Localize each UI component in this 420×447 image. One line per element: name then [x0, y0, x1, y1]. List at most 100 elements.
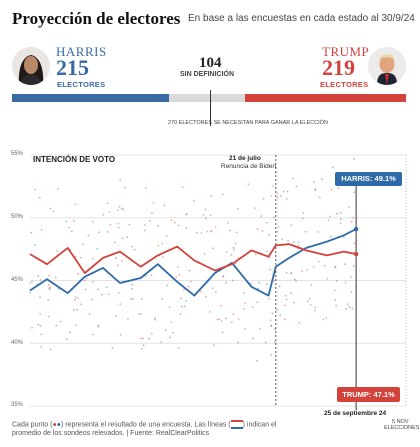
poll-dot: [34, 188, 36, 191]
poll-dot: [188, 269, 191, 272]
poll-dot: [49, 207, 52, 210]
trump-electors-label: ELECTORES: [320, 80, 369, 89]
poll-dot: [39, 296, 41, 299]
poll-dot: [320, 178, 323, 181]
poll-dot: [353, 157, 356, 160]
poll-dot: [344, 263, 346, 265]
poll-dot: [269, 268, 272, 271]
poll-dot: [91, 257, 94, 260]
poll-dot: [72, 308, 75, 311]
poll-dot: [314, 188, 317, 191]
poll-dot: [220, 320, 223, 322]
poll-dot: [256, 227, 259, 230]
poll-dot: [189, 280, 192, 283]
poll-dot: [39, 325, 42, 328]
poll-dot: [337, 187, 340, 190]
poll-dot: [222, 275, 224, 278]
end-date-label: 25 de septiembre 24: [324, 410, 387, 417]
poll-dot: [218, 318, 220, 321]
poll-dot: [74, 296, 77, 298]
poll-dot: [256, 301, 259, 304]
poll-dot: [350, 290, 353, 293]
poll-dot: [276, 192, 279, 195]
poll-dot: [243, 307, 246, 310]
poll-dot: [290, 272, 293, 275]
poll-dot: [199, 290, 202, 293]
poll-dot: [290, 224, 293, 227]
poll-dot: [244, 328, 247, 330]
poll-dot: [330, 188, 333, 191]
harris-avatar: [12, 47, 50, 85]
poll-dot: [211, 287, 214, 290]
poll-dot: [237, 207, 239, 210]
undecided-label: SIN DEFINICIÓN: [180, 71, 235, 78]
poll-dot: [119, 303, 122, 305]
poll-dot: [270, 353, 273, 356]
poll-dot: [277, 226, 280, 228]
undecided-votes: 104: [199, 55, 222, 71]
poll-dot: [48, 274, 51, 277]
poll-dot: [293, 301, 296, 304]
trump-name: TRUMP: [322, 44, 370, 59]
poll-dot: [202, 213, 205, 216]
poll-dot: [230, 254, 233, 256]
poll-dot: [221, 331, 224, 334]
poll-dot: [276, 230, 279, 233]
poll-dot: [313, 180, 315, 183]
footer-note: Cada punto (●●) representa el resultado …: [12, 420, 277, 438]
poll-dot: [206, 230, 209, 233]
poll-dot: [98, 231, 100, 234]
y-tick-label: 50%: [11, 214, 24, 220]
poll-dot: [157, 224, 159, 227]
poll-dot: [140, 313, 142, 316]
lines-icon: [230, 420, 243, 429]
poll-dot: [276, 308, 278, 311]
poll-dot: [286, 190, 289, 193]
poll-dot: [187, 285, 190, 288]
poll-dot: [70, 230, 73, 233]
poll-dot: [210, 230, 213, 233]
poll-dot: [237, 341, 240, 344]
poll-dot: [56, 250, 59, 253]
poll-dot: [40, 228, 43, 231]
poll-dot: [69, 331, 71, 334]
poll-dot: [49, 286, 51, 289]
poll-dot: [235, 231, 238, 234]
poll-dot: [118, 205, 121, 208]
poll-dot: [329, 215, 331, 218]
poll-dot: [200, 232, 203, 235]
election-date-label: 5 NOV: [392, 419, 409, 425]
poll-dot: [339, 211, 342, 214]
poll-dot: [180, 305, 183, 308]
poll-dot: [279, 314, 281, 317]
poll-dot: [351, 307, 354, 310]
poll-dot: [254, 253, 257, 256]
poll-dot: [164, 329, 167, 332]
poll-dot: [232, 248, 235, 251]
poll-dot: [264, 341, 267, 344]
poll-dot: [232, 313, 235, 316]
poll-dot: [307, 300, 309, 303]
poll-dot: [301, 217, 304, 220]
poll-dot: [111, 347, 114, 349]
poll-dot: [80, 303, 82, 306]
y-tick-label: 45%: [11, 277, 24, 283]
poll-dot: [102, 213, 105, 216]
poll-dot: [130, 245, 133, 248]
poll-dot: [116, 264, 119, 267]
poll-dot: [140, 337, 142, 340]
poll-dot: [81, 243, 84, 246]
poll-dot: [108, 210, 111, 213]
poll-dot: [318, 196, 321, 199]
poll-dot: [133, 248, 136, 251]
poll-dot: [209, 311, 211, 313]
poll-dot: [268, 297, 271, 300]
poll-dot: [293, 278, 296, 281]
poll-dot: [281, 238, 284, 241]
trump-end-label: TRUMP: 47.1%: [337, 387, 400, 402]
poll-dot: [117, 226, 120, 229]
poll-dot: [334, 266, 337, 269]
poll-dot: [177, 224, 180, 227]
poll-dot: [176, 266, 179, 268]
poll-dot: [287, 239, 290, 242]
